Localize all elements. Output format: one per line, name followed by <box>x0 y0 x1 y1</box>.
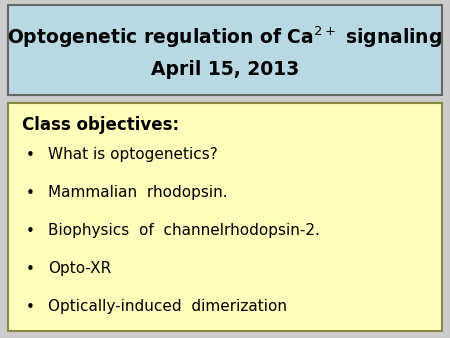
Text: Opto-XR: Opto-XR <box>48 262 111 276</box>
Text: What is optogenetics?: What is optogenetics? <box>48 147 218 163</box>
Bar <box>8 5 442 95</box>
Text: •: • <box>26 299 35 314</box>
Text: Class objectives:: Class objectives: <box>22 116 179 134</box>
Text: Optically-induced  dimerization: Optically-induced dimerization <box>48 299 287 314</box>
Text: Biophysics  of  channelrhodopsin-2.: Biophysics of channelrhodopsin-2. <box>48 223 320 239</box>
Text: Optogenetic regulation of Ca$^{2+}$ signaling: Optogenetic regulation of Ca$^{2+}$ sign… <box>7 25 443 50</box>
Text: Mammalian  rhodopsin.: Mammalian rhodopsin. <box>48 186 228 200</box>
Bar <box>8 103 442 331</box>
Text: •: • <box>26 262 35 276</box>
Text: •: • <box>26 186 35 200</box>
Text: •: • <box>26 147 35 163</box>
Text: •: • <box>26 223 35 239</box>
Text: April 15, 2013: April 15, 2013 <box>151 60 299 79</box>
